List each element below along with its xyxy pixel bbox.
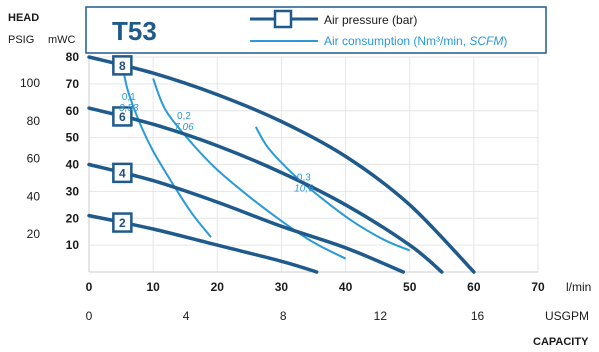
pressure-curve-6 xyxy=(87,106,444,274)
x-tick-usgpm: 0 xyxy=(86,309,93,323)
legend: Air pressure (bar) Air consumption (Nm³/… xyxy=(250,9,507,48)
y-tick-mwc: 40 xyxy=(66,158,80,172)
pressure-label-2: 2 xyxy=(119,216,126,230)
air-label-si-0-2: 0,2 xyxy=(177,111,191,122)
series-labels: 8 6 4 2 0,13,53 0,27,06 0,310,6 xyxy=(112,55,314,233)
capacity-label: CAPACITY xyxy=(533,336,589,348)
air-label-scfm-0-1: 3,53 xyxy=(119,103,139,114)
x-tick-lpm: 50 xyxy=(403,280,417,294)
x-tick-lpm: 60 xyxy=(467,280,481,294)
y-tick-psig: 100 xyxy=(20,76,40,90)
x-tick-lpm: 30 xyxy=(275,280,289,294)
y-tick-mwc: 80 xyxy=(66,50,80,64)
title-box xyxy=(85,6,547,54)
pressure-curve-8 xyxy=(87,55,476,274)
y-tick-psig: 20 xyxy=(27,227,41,241)
y-tick-mwc: 70 xyxy=(66,77,80,91)
usgpm-unit-label: USGPM xyxy=(545,309,589,323)
legend-air-label-prefix: Air consumption (Nm³/min, xyxy=(324,34,469,48)
y-tick-mwc: 50 xyxy=(66,131,80,145)
air-label-scfm-0-2: 7,06 xyxy=(174,122,194,133)
y-tick-mwc: 10 xyxy=(66,238,80,252)
pressure-curve-4 xyxy=(87,162,406,274)
x-tick-usgpm: 4 xyxy=(183,309,190,323)
x-tick-usgpm: 16 xyxy=(471,309,485,323)
x-tick-lpm: 40 xyxy=(339,280,353,294)
air-curve-0-2 xyxy=(152,78,347,260)
y-tick-mwc: 60 xyxy=(66,104,80,118)
pressure-label-box-8 xyxy=(112,55,133,76)
air-curve-0-3 xyxy=(254,126,411,252)
mwc-label: mWC xyxy=(48,34,76,46)
air-label-si-0-3: 0,3 xyxy=(297,173,311,184)
pressure-label-6: 6 xyxy=(119,110,126,124)
x-tick-lpm: 10 xyxy=(146,280,160,294)
head-label: HEAD xyxy=(8,12,39,24)
lpm-unit-label: l/min xyxy=(566,280,591,294)
x-tick-lpm: 0 xyxy=(86,280,93,294)
legend-pressure-label: Air pressure (bar) xyxy=(324,13,417,27)
pressure-label-8: 8 xyxy=(119,59,126,73)
psig-label: PSIG xyxy=(8,34,34,46)
y-tick-mwc: 20 xyxy=(66,211,80,225)
legend-air-label: Air consumption (Nm³/min, SCFM) xyxy=(324,34,507,48)
pressure-label-box-2 xyxy=(112,212,133,233)
x-tick-usgpm: 8 xyxy=(280,309,287,323)
legend-pressure-marker xyxy=(273,9,293,29)
air-curve-0-1 xyxy=(120,56,212,238)
y-tick-psig: 60 xyxy=(27,152,41,166)
y-tick-psig: 80 xyxy=(27,114,41,128)
legend-air-label-suffix: ) xyxy=(503,34,507,48)
pressure-label-box-4 xyxy=(112,162,133,184)
y-tick-psig: 40 xyxy=(27,189,41,203)
x-tick-usgpm: 12 xyxy=(374,309,388,323)
x-tick-lpm: 70 xyxy=(531,280,545,294)
air-label-si-0-1: 0,1 xyxy=(122,92,136,103)
pressure-label-4: 4 xyxy=(119,166,126,180)
y-tick-mwc: 30 xyxy=(66,184,80,198)
pressure-label-box-6 xyxy=(112,106,133,127)
legend-air-label-italic: SCFM xyxy=(469,34,503,48)
air-label-scfm-0-3: 10,6 xyxy=(294,184,314,195)
model-title: T53 xyxy=(112,16,157,46)
x-tick-lpm: 20 xyxy=(211,280,225,294)
